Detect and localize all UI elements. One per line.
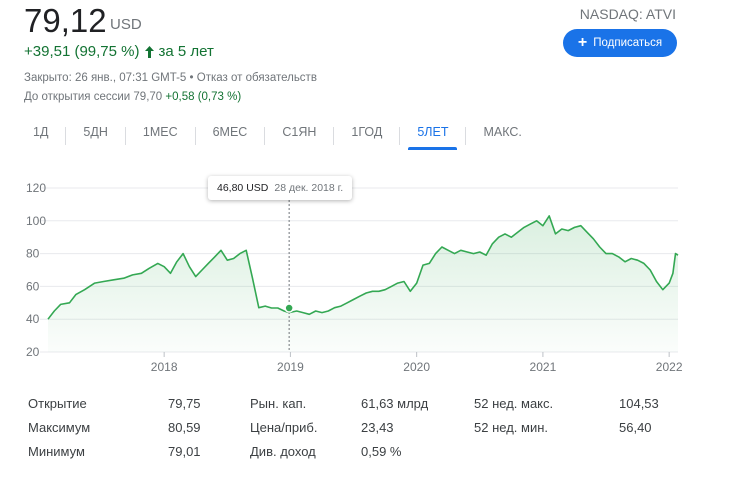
tab-max[interactable]: МАКС. [483,125,522,139]
series-area [48,215,678,352]
tab-ytd[interactable]: С1ЯН [282,125,317,139]
stat-52wk-low-value: 56,40 [619,420,652,435]
stat-high-label: Максимум [28,420,91,435]
stat-high-value: 80,59 [168,420,201,435]
plus-icon: + [577,34,588,51]
highlight-point [284,303,294,313]
tooltip-price: 46,80 USD [217,182,269,194]
price-chart[interactable]: 20 40 60 80 100 120 2018 2019 2020 2021 2022 [0,170,747,380]
tab-divider [333,127,335,145]
tab-5y[interactable]: 5ЛЕТ [408,118,458,150]
stat-52wk-high-label: 52 нед. макс. [474,396,554,411]
tab-divider [124,127,126,145]
tab-5d[interactable]: 5ДН [83,125,108,139]
stat-52wk-low-label: 52 нед. мин. [474,420,548,435]
pre-open-text: До открытия сессии 79,70 [24,91,163,103]
subscribe-button[interactable]: + Подписаться [563,29,677,57]
stat-open-label: Открытие [28,396,87,411]
tab-1d[interactable]: 1Д [33,125,49,139]
subscribe-label: Подписаться [593,37,663,49]
tooltip-date: 28 дек. 2018 г. [274,182,344,194]
chart-tooltip: 46,80 USD 28 дек. 2018 г. [208,176,353,200]
tab-divider [399,127,401,145]
stat-low-value: 79,01 [168,444,201,459]
range-tabs: 1Д 5ДН 1МЕС 6МЕС С1ЯН 1ГОД 5ЛЕТ МАКС. [24,118,539,150]
tab-divider [465,127,467,145]
price-change: +39,51 (99,75 %) за 5 лет [24,43,214,60]
y-tick-label: 120 [26,181,46,195]
tab-1y[interactable]: 1ГОД [351,125,383,139]
change-period: за 5 лет [158,43,214,60]
stat-low-label: Минимум [28,444,85,459]
tab-divider [264,127,266,145]
currency-label: USD [110,16,142,33]
series-line [47,215,679,320]
change-value: +39,51 (99,75 %) [24,43,140,60]
tab-1m[interactable]: 1МЕС [142,125,178,139]
pre-open-info: До открытия сессии 79,70 +0,58 (0,73 %) [24,91,241,103]
x-tick-label: 2020 [403,360,430,374]
y-tick-label: 40 [26,312,40,326]
arrow-up-icon [144,45,154,58]
tab-divider [194,127,196,145]
stat-div-label: Див. доход [250,444,316,459]
y-tick-label: 20 [26,345,40,359]
stat-mktcap-value: 61,63 млрд [361,396,429,411]
x-tick-label: 2022 [656,360,683,374]
stat-52wk-high-value: 104,53 [619,396,659,411]
tab-6m[interactable]: 6МЕС [212,125,248,139]
stats-table: Открытие 79,75 Максимум 80,59 Минимум 79… [28,396,708,471]
ticker-symbol: NASDAQ: ATVI [579,6,676,22]
stat-pe-value: 23,43 [361,420,394,435]
stat-open-value: 79,75 [168,396,201,411]
pre-open-change: +0,58 (0,73 %) [165,91,242,103]
stock-price: 79,12 [24,2,107,39]
stat-mktcap-label: Рын. кап. [250,396,307,411]
y-tick-label: 100 [26,214,46,228]
x-tick-label: 2019 [277,360,304,374]
stat-pe-label: Цена/приб. [250,420,318,435]
tab-divider [65,127,67,145]
stat-div-value: 0,59 % [361,444,402,459]
closed-info: Закрыто: 26 янв., 07:31 GMT-5 • Отказ от… [24,72,317,84]
x-tick-label: 2018 [151,360,178,374]
y-tick-label: 80 [26,247,40,261]
x-tick-label: 2021 [530,360,557,374]
y-tick-label: 60 [26,279,40,293]
